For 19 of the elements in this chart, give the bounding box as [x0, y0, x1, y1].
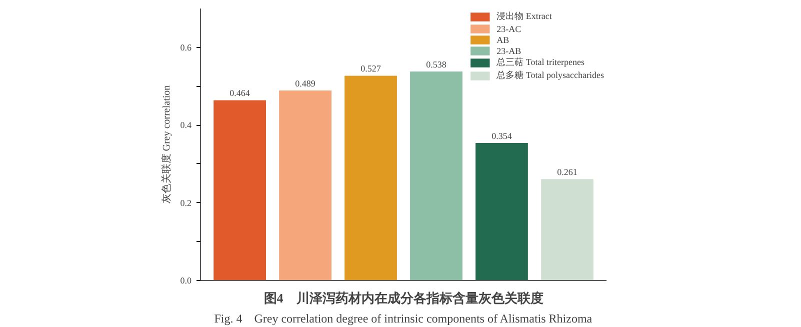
- legend-label: 总三萜 Total triterpenes: [496, 56, 585, 69]
- y-tick-label: 0.4: [180, 120, 192, 130]
- y-axis-title: 灰色关联度 Grey correlation: [160, 85, 172, 204]
- legend-label: 浸出物 Extract: [496, 10, 552, 23]
- data-label: 0.489: [295, 78, 316, 88]
- data-label: 0.527: [360, 64, 382, 74]
- legend-label: 总多糖 Total polysaccharides: [496, 69, 604, 82]
- y-tick-label: 0.2: [180, 198, 192, 208]
- data-label: 0.261: [557, 167, 578, 178]
- y-tick-label: 0.6: [180, 42, 192, 52]
- caption: 图4 川泽泻药材内在成分各指标含量灰色关联度: [264, 290, 544, 306]
- caption: Fig. 4 Grey correlation degree of intrinsic components of Alismatis Rhizoma: [214, 312, 593, 326]
- data-label: 0.354: [492, 130, 512, 141]
- legend-label: AB: [496, 34, 510, 45]
- y-tick-label: 0.0: [180, 276, 192, 286]
- legend-label: 23-AC: [496, 23, 522, 34]
- legend-label: 23-AB: [496, 45, 522, 56]
- data-label: 0.464: [230, 88, 250, 98]
- data-label: 0.538: [426, 59, 447, 70]
